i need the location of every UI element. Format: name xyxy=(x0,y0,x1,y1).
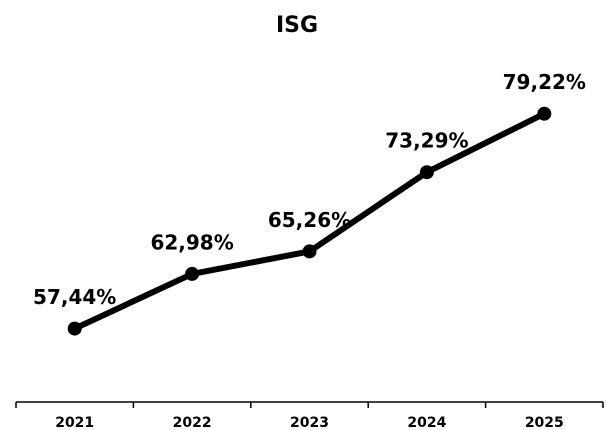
point xyxy=(67,321,82,336)
x-tick-label: 2025 xyxy=(525,415,564,430)
x-tick-label: 2022 xyxy=(173,415,212,430)
data-label: 62,98% xyxy=(150,230,233,254)
data-label: 65,26% xyxy=(268,208,351,232)
data-label: 73,29% xyxy=(385,129,468,153)
point xyxy=(537,106,552,121)
x-tick-label: 2021 xyxy=(55,415,94,430)
point xyxy=(419,165,434,180)
x-tick-label: 2024 xyxy=(407,415,446,430)
chart-title: ISG xyxy=(276,13,318,38)
data-label: 79,22% xyxy=(503,70,586,94)
point xyxy=(302,244,317,259)
data-label: 57,44% xyxy=(33,285,116,309)
point xyxy=(185,266,200,281)
x-tick-label: 2023 xyxy=(290,415,329,430)
